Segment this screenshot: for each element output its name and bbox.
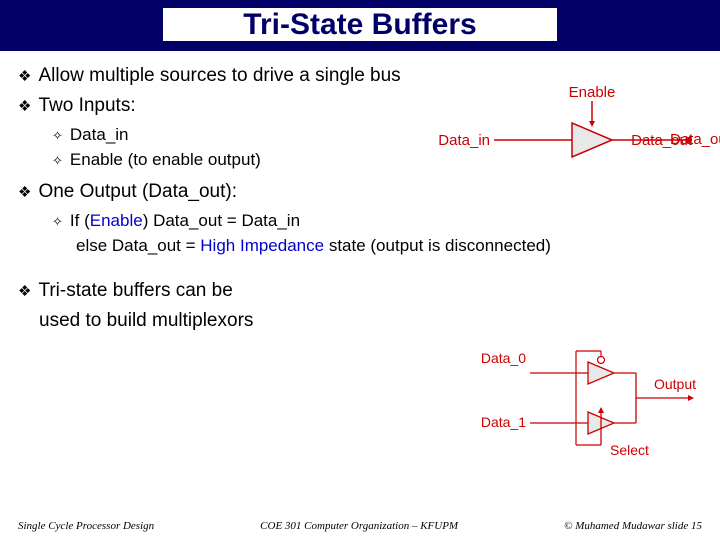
arrow-right-icon [688,395,694,401]
subbullet-else: else Data_out = High Impedance state (ou… [76,236,702,256]
diamond-open-icon: ✧ [52,211,63,232]
rest-text: ) Data_out = Data_in [143,211,300,230]
bullet-text: used to build multiplexors [39,310,253,332]
content-area: ❖ Allow multiple sources to drive a sing… [0,51,720,332]
tail-text: state (output is disconnected) [324,236,551,255]
bullet-text: If (Enable) Data_out = Data_in [70,211,300,231]
else-text: else Data_out = [76,236,200,255]
data1-label: Data_1 [481,414,526,430]
inverter-bubble-icon [598,357,605,364]
output-label: Output [654,376,696,392]
subbullet-if-enable: ✧ If (Enable) Data_out = Data_in [52,211,702,232]
select-label: Select [610,442,649,458]
arrow-down-icon [589,121,595,127]
slide-title: Tri-State Buffers [163,8,556,41]
if-text: If ( [70,211,90,230]
buffer0-triangle-icon [588,362,614,384]
diamond-bullet-icon: ❖ [18,65,31,89]
footer-mid: COE 301 Computer Organization – KFUPM [260,520,458,532]
data-out-label-ext: Data_out [670,131,720,148]
bullet-text: Two Inputs: [38,95,135,117]
diamond-bullet-icon: ❖ [18,95,31,119]
bullet-text: Enable (to enable output) [70,150,261,170]
bullet-text: Tri-state buffers can be [38,280,232,302]
mux-diagram: Data_0 Data_1 Output Select [468,345,698,465]
bullet-text: One Output (Data_out): [38,181,237,203]
diamond-open-icon: ✧ [52,150,63,171]
bullet-mux-line2: used to build multiplexors [39,310,702,332]
diamond-bullet-icon: ❖ [18,280,31,304]
buffer-triangle-icon [572,123,612,157]
enable-highlight: Enable [90,211,143,230]
bullet-text: Allow multiple sources to drive a single… [38,65,400,87]
footer-left: Single Cycle Processor Design [18,520,154,532]
bullet-mux-line1: ❖ Tri-state buffers can be [18,280,702,304]
arrow-up-icon [598,407,604,413]
data0-label: Data_0 [481,350,526,366]
tristate-diagram: Enable Data_in Data_out [432,83,692,173]
hi-z-highlight: High Impedance [200,236,324,255]
footer-right: © Muhamed Mudawar slide 15 [564,520,702,532]
diamond-open-icon: ✧ [52,125,63,146]
enable-label: Enable [569,84,616,101]
footer: Single Cycle Processor Design COE 301 Co… [0,520,720,532]
diamond-bullet-icon: ❖ [18,181,31,205]
bullet-one-output: ❖ One Output (Data_out): [18,181,702,205]
title-bar: Tri-State Buffers [0,0,720,51]
data-in-label: Data_in [438,132,490,149]
bullet-text: Data_in [70,125,129,145]
